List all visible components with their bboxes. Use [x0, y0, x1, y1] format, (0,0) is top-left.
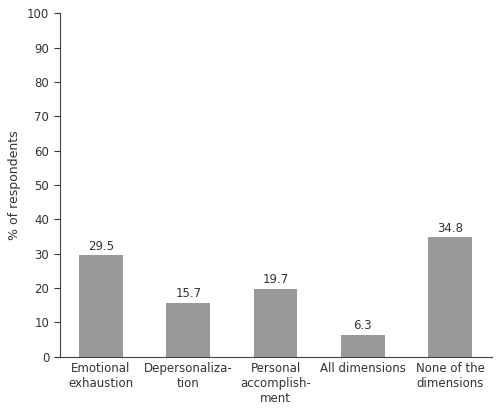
- Bar: [79, 256, 123, 357]
- Text: 29.5: 29.5: [88, 240, 114, 253]
- Y-axis label: % of respondents: % of respondents: [8, 130, 22, 240]
- Text: 19.7: 19.7: [262, 273, 288, 286]
- Bar: [254, 289, 298, 357]
- Bar: [428, 237, 472, 357]
- Text: 6.3: 6.3: [354, 319, 372, 332]
- Text: 15.7: 15.7: [176, 287, 202, 300]
- Bar: [166, 303, 210, 357]
- Bar: [341, 335, 384, 357]
- Text: 34.8: 34.8: [437, 221, 463, 235]
